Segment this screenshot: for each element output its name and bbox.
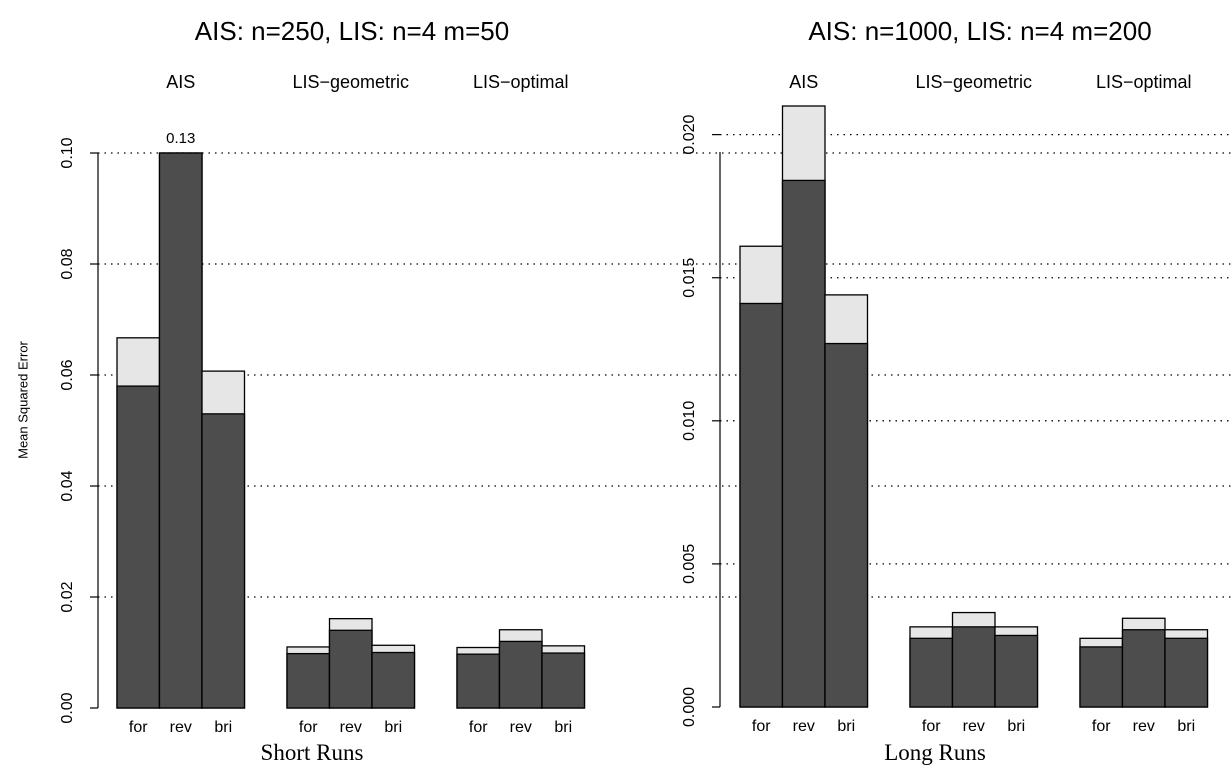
bar-annotation: 0.13 <box>166 130 195 147</box>
bar-dark <box>1121 629 1166 708</box>
x-axis-label: Long Runs <box>884 740 986 765</box>
category-label: bri <box>554 719 572 736</box>
bar-dark <box>201 413 246 709</box>
category-label: rev <box>1133 718 1155 735</box>
group-label: AIS <box>789 72 818 92</box>
category-label: bri <box>214 719 232 736</box>
bar-dark <box>286 652 331 709</box>
long-runs-panel: AIS: n=1000, LIS: n=4 m=200 0.000 0.005 0.0… <box>681 16 1232 765</box>
y-tick-label: 0.020 <box>681 115 698 155</box>
group-label: LIS−geometric <box>915 72 1032 92</box>
category-label: bri <box>1007 718 1025 735</box>
bar-dark <box>371 651 416 709</box>
category-label: bri <box>1177 718 1195 735</box>
category-label: rev <box>510 719 532 736</box>
category-label: bri <box>384 719 402 736</box>
bar-dark <box>158 152 203 709</box>
bar-dark <box>541 652 586 709</box>
bar-dark <box>739 302 784 708</box>
y-tick-label: 0.005 <box>681 544 698 584</box>
category-label: rev <box>340 719 362 736</box>
y-tick-label: 0.000 <box>681 687 698 727</box>
group-label: LIS−optimal <box>1096 72 1192 92</box>
category-label: for <box>922 718 941 735</box>
y-tick-label: 0.08 <box>59 248 76 279</box>
category-label: for <box>129 719 148 736</box>
y-tick-label: 0.015 <box>681 258 698 298</box>
chart-title: AIS: n=250, LIS: n=4 m=50 <box>195 16 509 46</box>
category-label: for <box>469 719 488 736</box>
short-runs-panel: AIS: n=250, LIS: n=4 m=50 0.00 0.02 0.04 0.0… <box>59 16 1232 765</box>
bar-dark <box>909 637 954 708</box>
category-label: rev <box>793 718 815 735</box>
category-label: for <box>1092 718 1111 735</box>
category-label: for <box>299 719 318 736</box>
bar-dark <box>824 342 869 708</box>
bar-dark <box>781 179 826 708</box>
y-tick-label: 0.010 <box>681 401 698 441</box>
bar-dark <box>1079 646 1124 708</box>
group-label: LIS−optimal <box>473 72 569 92</box>
y-tick-label: 0.02 <box>59 581 76 612</box>
bar-dark <box>456 653 501 709</box>
x-axis-label: Short Runs <box>261 740 364 765</box>
bar-dark <box>994 634 1039 708</box>
bar-dark <box>116 385 161 709</box>
y-tick-label: 0.04 <box>59 470 76 501</box>
bar-dark <box>328 629 373 709</box>
bar-dark <box>951 626 996 708</box>
category-label: for <box>752 718 771 735</box>
category-label: bri <box>837 718 855 735</box>
chart-title: AIS: n=1000, LIS: n=4 m=200 <box>808 16 1151 46</box>
y-tick-label: 0.10 <box>59 137 76 168</box>
group-label: LIS−geometric <box>292 72 409 92</box>
category-label: rev <box>963 718 985 735</box>
y-tick-label: 0.06 <box>59 359 76 390</box>
y-tick-label: 0.00 <box>59 692 76 723</box>
bar-dark <box>1164 637 1209 708</box>
bar-dark <box>498 640 543 709</box>
category-label: rev <box>170 719 192 736</box>
figure-ylabel: Mean Squared Error <box>15 340 30 458</box>
group-label: AIS <box>166 72 195 92</box>
